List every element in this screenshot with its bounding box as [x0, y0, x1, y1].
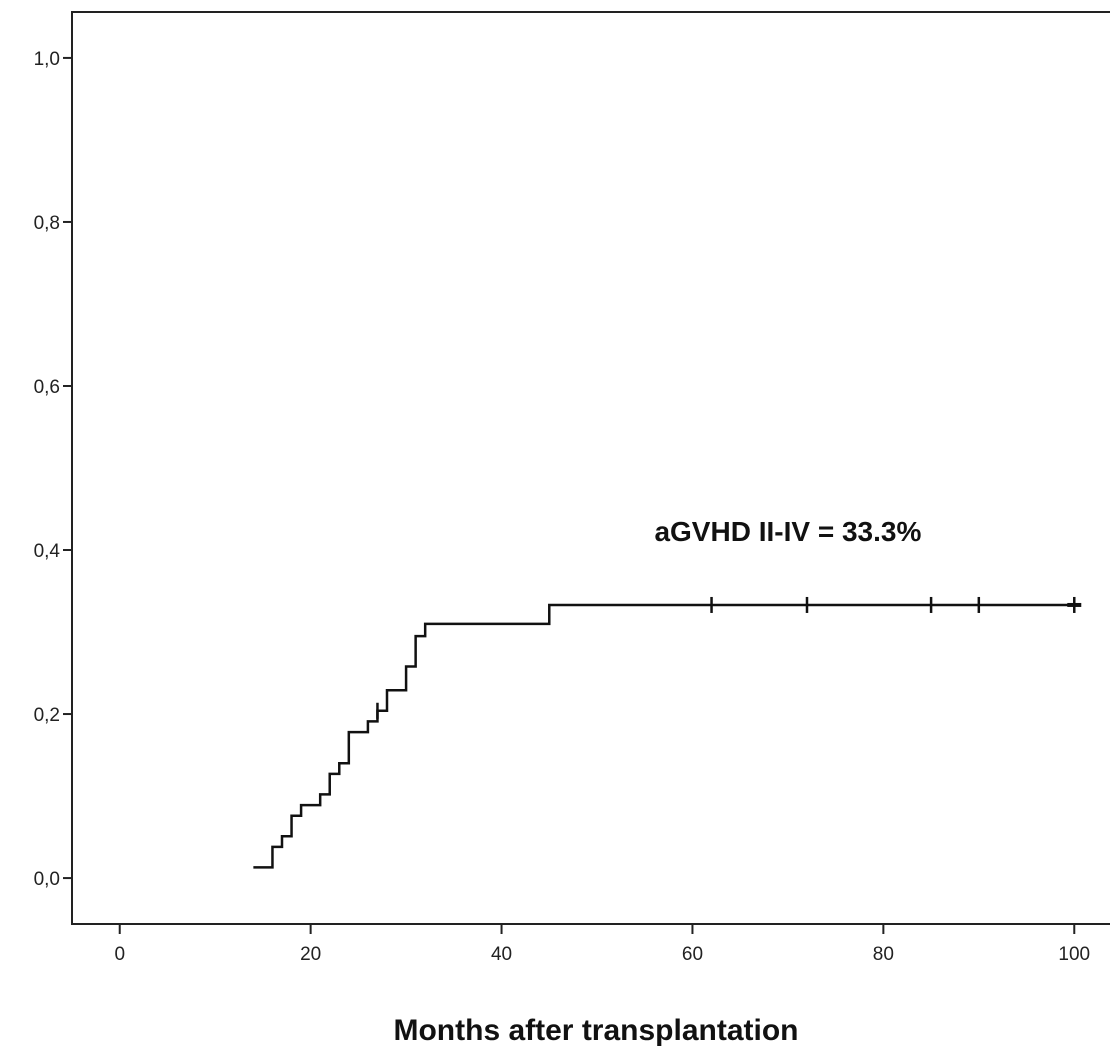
chart-marks: aGVHD II-IV = 33.3%: [253, 516, 1082, 869]
km-step-line: [253, 603, 1075, 869]
x-tick-label: 0: [114, 944, 125, 965]
y-tick-label: 0,0: [34, 869, 60, 890]
y-tick-label: 0,2: [34, 705, 60, 726]
x-tick-label: 40: [491, 944, 512, 965]
x-axis-title: Months after transplantation: [393, 1014, 798, 1047]
x-tick-label: 60: [682, 944, 703, 965]
x-tick-label: 100: [1058, 944, 1090, 965]
annotation-label: aGVHD II-IV = 33.3%: [654, 516, 921, 547]
plot-frame: [71, 11, 1110, 925]
x-tick-label: 80: [873, 944, 894, 965]
y-tick-label: 1,0: [34, 49, 60, 70]
axes: 0,0 0,2 0,4 0,6 0,8 1,0 0 20 40 60 80 100: [34, 49, 1091, 965]
y-tick-label: 0,4: [34, 541, 61, 562]
y-tick-label: 0,6: [34, 377, 60, 398]
y-tick-label: 0,8: [34, 213, 60, 234]
x-tick-label: 20: [300, 944, 321, 965]
